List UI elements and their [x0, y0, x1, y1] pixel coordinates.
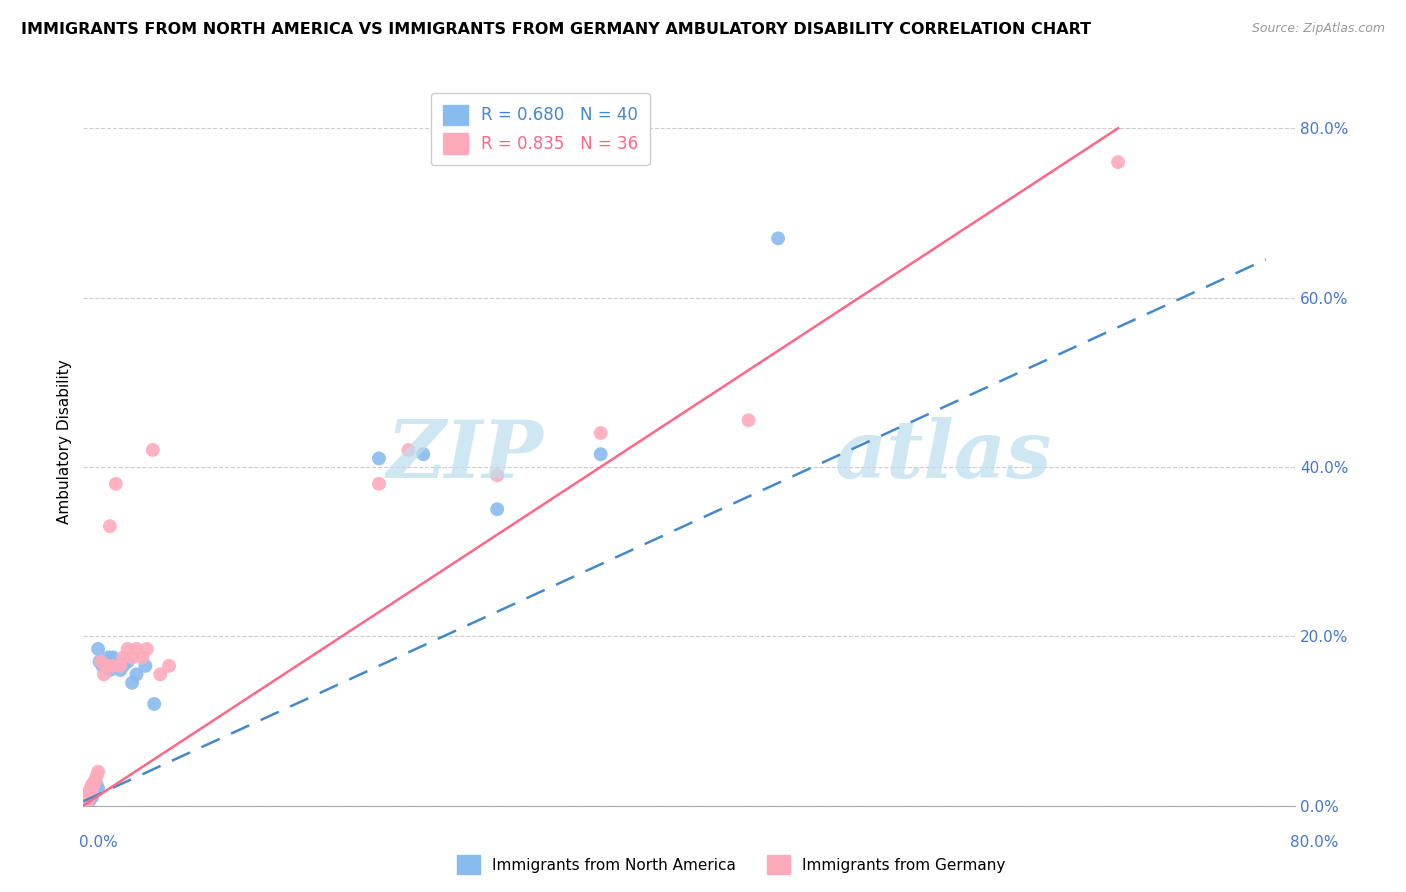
Point: [77, 786, 100, 800]
Point: [75, 794, 97, 808]
Point: [82, 790, 104, 805]
Point: [125, 641, 148, 656]
Point: [93, 667, 115, 681]
Point: [142, 442, 165, 457]
Point: [737, 413, 759, 427]
Point: [82, 777, 104, 791]
Point: [84, 777, 107, 791]
Point: [87, 781, 110, 796]
Point: [82, 781, 104, 796]
Text: ZIP: ZIP: [387, 417, 544, 495]
Point: [98, 519, 121, 533]
Point: [79, 786, 101, 800]
Point: [83, 777, 105, 791]
Point: [589, 447, 612, 461]
Point: [97, 650, 120, 665]
Point: [1107, 155, 1129, 169]
Point: [104, 655, 127, 669]
Point: [112, 650, 135, 665]
Point: [86, 769, 108, 783]
Text: atlas: atlas: [835, 417, 1052, 495]
Text: Source: ZipAtlas.com: Source: ZipAtlas.com: [1251, 22, 1385, 36]
Legend: R = 0.680   N = 40, R = 0.835   N = 36: R = 0.680 N = 40, R = 0.835 N = 36: [432, 93, 650, 165]
Point: [368, 476, 391, 491]
Point: [149, 667, 172, 681]
Point: [83, 781, 105, 796]
Point: [77, 794, 100, 808]
Point: [117, 641, 139, 656]
Text: 80.0%: 80.0%: [1291, 836, 1339, 850]
Point: [101, 658, 124, 673]
Point: [86, 781, 108, 796]
Text: IMMIGRANTS FROM NORTH AMERICA VS IMMIGRANTS FROM GERMANY AMBULATORY DISABILITY C: IMMIGRANTS FROM NORTH AMERICA VS IMMIGRA…: [21, 22, 1091, 37]
Point: [125, 667, 148, 681]
Point: [82, 786, 104, 800]
Point: [135, 641, 157, 656]
Point: [87, 764, 110, 779]
Text: 0.0%: 0.0%: [79, 836, 118, 850]
Point: [157, 658, 180, 673]
Point: [110, 663, 132, 677]
Point: [83, 786, 105, 800]
Point: [75, 790, 97, 805]
Point: [486, 468, 509, 483]
Point: [79, 781, 101, 796]
Point: [131, 650, 153, 665]
Point: [79, 786, 101, 800]
Point: [73, 794, 96, 808]
Point: [143, 697, 166, 711]
Point: [117, 655, 139, 669]
Point: [121, 675, 143, 690]
Point: [398, 442, 420, 457]
Point: [91, 658, 114, 673]
Point: [76, 794, 98, 808]
Point: [368, 451, 391, 466]
Point: [104, 476, 127, 491]
Point: [412, 447, 434, 461]
Point: [589, 425, 612, 440]
Point: [84, 781, 107, 796]
Point: [112, 658, 135, 673]
Point: [134, 658, 156, 673]
Point: [87, 641, 110, 656]
Point: [94, 655, 117, 669]
Point: [76, 786, 98, 800]
Point: [75, 790, 97, 805]
Point: [90, 655, 112, 669]
Point: [486, 502, 509, 516]
Point: [96, 658, 118, 673]
Point: [101, 650, 124, 665]
Y-axis label: Ambulatory Disability: Ambulatory Disability: [58, 359, 72, 524]
Legend: Immigrants from North America, Immigrants from Germany: Immigrants from North America, Immigrant…: [451, 849, 1011, 880]
Point: [121, 650, 143, 665]
Point: [76, 794, 98, 808]
Point: [110, 658, 132, 673]
Point: [79, 781, 101, 796]
Point: [82, 781, 104, 796]
Point: [98, 663, 121, 677]
Point: [77, 790, 100, 805]
Point: [79, 790, 101, 805]
Point: [76, 790, 98, 805]
Point: [766, 231, 789, 245]
Point: [86, 777, 108, 791]
Point: [89, 655, 111, 669]
Point: [73, 794, 96, 808]
Point: [84, 773, 107, 788]
Point: [77, 790, 100, 805]
